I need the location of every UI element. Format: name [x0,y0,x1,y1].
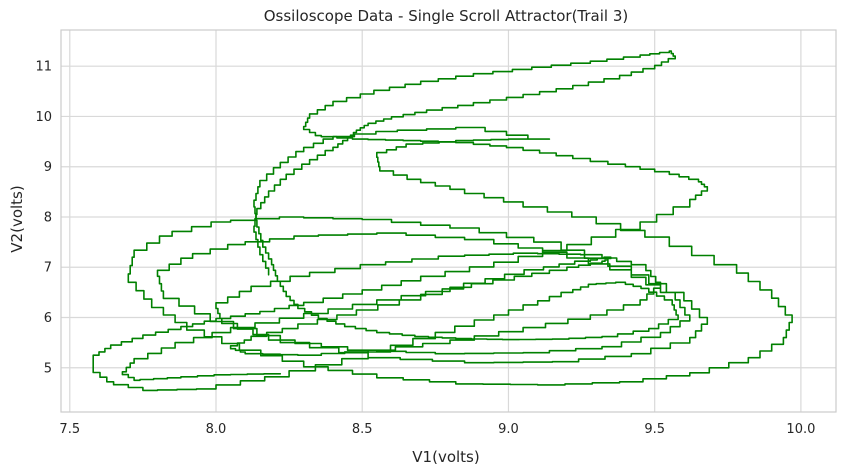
chart-title: Ossiloscope Data - Single Scroll Attract… [264,7,629,25]
x-tick-label: 10.0 [786,422,815,437]
series-layer [92,50,793,392]
x-tick-label: 8.5 [352,422,373,437]
series-line-1 [253,50,709,276]
plot-frame [60,29,837,413]
y-axis-label: V2(volts) [8,185,26,252]
series-line-0 [92,126,793,392]
y-tick-label: 11 [35,60,52,75]
y-tick-label: 7 [44,261,52,276]
y-tick-label: 9 [44,160,52,175]
x-axis-label: V1(volts) [412,448,479,466]
y-tick-label: 6 [44,311,52,326]
y-tick-label: 8 [44,210,52,225]
x-tick-label: 9.5 [644,422,665,437]
grid [61,30,836,412]
y-tick-label: 5 [44,361,52,376]
y-tick-label: 10 [35,110,52,125]
y-tick-labels: 5 6 7 8 9 10 11 [35,60,52,377]
x-tick-label: 8.0 [206,422,227,437]
x-tick-label: 7.5 [59,422,80,437]
x-tick-labels: 7.5 8.0 8.5 9.0 9.5 10.0 [59,422,815,437]
x-tick-label: 9.0 [498,422,519,437]
